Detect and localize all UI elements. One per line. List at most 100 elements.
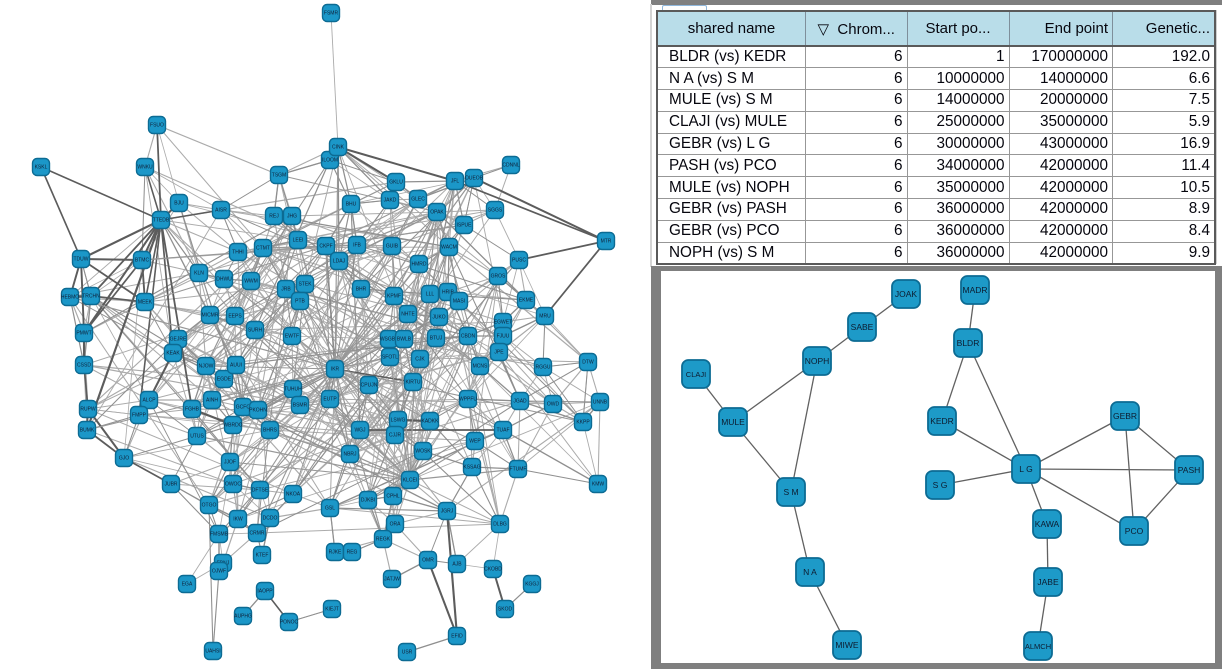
- svg-text:CRMR: CRMR: [250, 531, 265, 537]
- svg-text:N A: N A: [803, 567, 817, 577]
- svg-text:SKOD: SKOD: [498, 607, 513, 613]
- svg-text:TDUW: TDUW: [74, 257, 89, 263]
- svg-text:PTB: PTB: [295, 299, 305, 305]
- svg-text:OWD: OWD: [547, 402, 560, 408]
- svg-text:AISR: AISR: [215, 208, 227, 214]
- svg-text:JFL: JFL: [451, 179, 460, 185]
- svg-text:WPPFU: WPPFU: [459, 397, 477, 403]
- svg-text:KAWA: KAWA: [1035, 519, 1060, 529]
- svg-text:UAHSI: UAHSI: [205, 649, 220, 655]
- svg-text:NHTE: NHTE: [401, 312, 415, 318]
- svg-text:SFOTL: SFOTL: [382, 355, 398, 361]
- svg-text:EGA: EGA: [182, 582, 193, 588]
- svg-text:JUKO: JUKO: [432, 315, 445, 321]
- svg-text:MRU: MRU: [539, 314, 551, 320]
- svg-text:REJ: REJ: [269, 214, 279, 220]
- svg-text:GUIB: GUIB: [386, 244, 399, 250]
- svg-text:PUSC: PUSC: [512, 258, 526, 264]
- svg-text:SABE: SABE: [851, 322, 874, 332]
- svg-text:KLN: KLN: [194, 271, 204, 277]
- svg-text:NKOA: NKOA: [286, 492, 301, 498]
- svg-text:TSGM: TSGM: [272, 173, 286, 179]
- svg-text:GKLU: GKLU: [389, 180, 403, 186]
- svg-text:KIEJT: KIEJT: [325, 607, 339, 613]
- svg-text:KEDR: KEDR: [930, 416, 954, 426]
- svg-text:REG: REG: [347, 550, 358, 556]
- svg-text:JJOF: JJOF: [224, 460, 236, 466]
- svg-text:BHRS: BHRS: [263, 428, 278, 434]
- svg-text:BWLB: BWLB: [397, 337, 412, 343]
- svg-text:UNNB: UNNB: [593, 400, 608, 406]
- svg-text:BSMR: BSMR: [293, 403, 308, 409]
- svg-text:DJKBI: DJKBI: [361, 498, 375, 504]
- svg-text:CKPF: CKPF: [319, 244, 332, 250]
- svg-text:TUHUH: TUHUH: [284, 387, 302, 393]
- svg-text:MCNS: MCNS: [473, 364, 488, 370]
- svg-text:CTMT: CTMT: [256, 246, 270, 252]
- svg-text:HMRD: HMRD: [412, 262, 427, 268]
- svg-text:EGDE: EGDE: [217, 377, 232, 383]
- svg-text:HEBMO: HEBMO: [61, 295, 79, 301]
- svg-text:JATJW: JATJW: [384, 577, 400, 583]
- svg-text:CPUJN: CPUJN: [361, 383, 378, 389]
- svg-text:KGGJ: KGGJ: [525, 582, 539, 588]
- svg-text:KSKL: KSKL: [35, 165, 48, 171]
- svg-text:JUBR: JUBR: [164, 482, 177, 488]
- svg-text:PASH: PASH: [1178, 465, 1201, 475]
- svg-text:OMR: OMR: [422, 558, 434, 564]
- svg-text:SURH: SURH: [248, 328, 263, 334]
- svg-text:LEEI: LEEI: [293, 238, 304, 244]
- svg-text:CPHL: CPHL: [386, 494, 400, 500]
- svg-text:MADR: MADR: [962, 285, 987, 295]
- svg-text:LDAJ: LDAJ: [333, 259, 346, 265]
- svg-text:UTUS: UTUS: [190, 434, 204, 440]
- svg-text:ORA: ORA: [390, 522, 402, 528]
- svg-text:WNKU: WNKU: [137, 165, 153, 171]
- svg-text:OWOC: OWOC: [225, 482, 241, 488]
- svg-text:GJO: GJO: [119, 456, 129, 462]
- svg-text:FGHB: FGHB: [185, 407, 200, 413]
- svg-text:EFID: EFID: [451, 634, 463, 640]
- svg-text:CSSD: CSSD: [77, 363, 91, 369]
- svg-text:EWTF: EWTF: [285, 334, 299, 340]
- svg-text:BJU: BJU: [174, 201, 184, 207]
- svg-text:LSWG: LSWG: [391, 418, 406, 424]
- svg-text:WACM: WACM: [441, 245, 457, 251]
- svg-text:RJKE: RJKE: [329, 550, 342, 556]
- svg-text:MULE: MULE: [721, 417, 745, 427]
- svg-text:FSMR: FSMR: [324, 11, 339, 17]
- svg-text:IAOPP: IAOPP: [257, 589, 273, 595]
- svg-text:LLL: LLL: [426, 292, 435, 298]
- svg-text:JPE: JPE: [494, 350, 504, 356]
- svg-text:S M: S M: [783, 487, 798, 497]
- svg-text:THHI: THHI: [232, 250, 244, 256]
- svg-text:BLDR: BLDR: [957, 338, 980, 348]
- svg-text:BTMC: BTMC: [135, 258, 150, 264]
- svg-text:WWM: WWM: [244, 279, 258, 285]
- svg-text:GCFO: GCFO: [236, 405, 251, 411]
- svg-text:KLCEI: KLCEI: [403, 478, 417, 484]
- svg-text:CLAJI: CLAJI: [686, 370, 706, 379]
- svg-text:CBDN: CBDN: [461, 334, 476, 340]
- svg-text:PMWT: PMWT: [76, 331, 91, 337]
- svg-text:S G: S G: [933, 480, 948, 490]
- svg-text:MICMR: MICMR: [202, 313, 219, 319]
- svg-text:JRB: JRB: [281, 287, 291, 293]
- svg-text:GEBR: GEBR: [1113, 411, 1137, 421]
- svg-text:WGJ: WGJ: [354, 428, 366, 434]
- svg-text:IKW: IKW: [233, 517, 243, 523]
- svg-text:BUMK: BUMK: [80, 428, 95, 434]
- svg-text:IFB: IFB: [353, 243, 361, 249]
- svg-text:KADKK: KADKK: [422, 419, 440, 425]
- svg-text:OPAK: OPAK: [430, 210, 444, 216]
- svg-text:KMW: KMW: [592, 482, 605, 488]
- svg-text:FTUMF: FTUMF: [510, 467, 527, 473]
- svg-text:TTEDB: TTEDB: [153, 218, 170, 224]
- svg-text:AUPHG: AUPHG: [234, 614, 252, 620]
- svg-text:CINK: CINK: [332, 145, 345, 151]
- svg-text:FSUO: FSUO: [150, 123, 164, 129]
- svg-text:OTGO: OTGO: [202, 503, 217, 509]
- svg-text:EKME: EKME: [519, 298, 534, 304]
- svg-text:DTW: DTW: [582, 360, 594, 366]
- svg-text:FMSMB: FMSMB: [210, 532, 229, 538]
